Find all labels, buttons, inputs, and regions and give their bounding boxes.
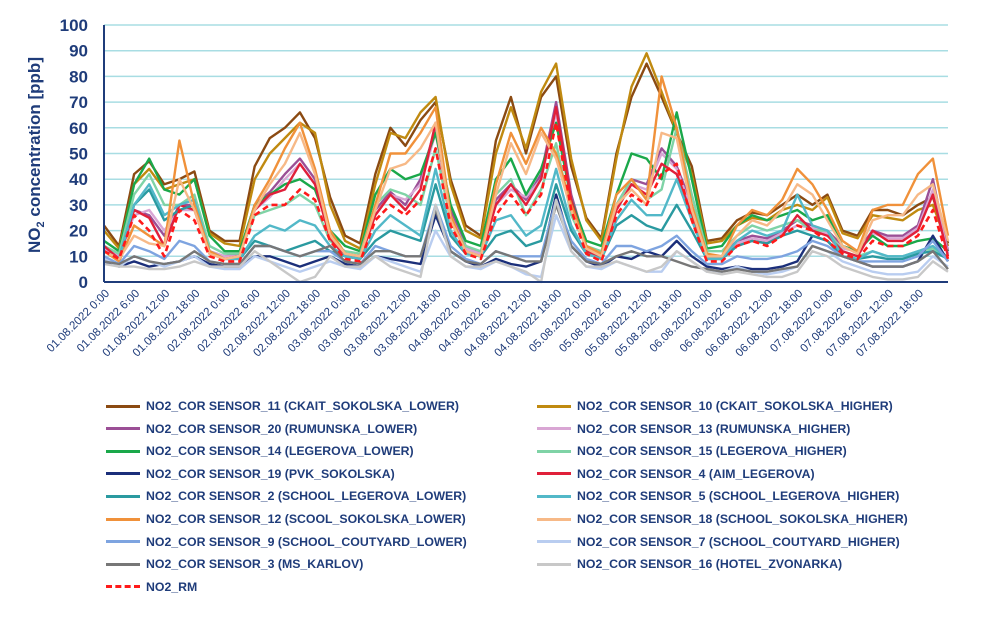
y-tick-label: 90 [69,42,88,61]
legend-label: NO2_COR SENSOR_16 (HOTEL_ZVONARKA) [577,557,843,572]
legend-item[interactable]: NO2_COR SENSOR_9 (SCHOOL_COUTYARD_LOWER) [106,532,467,552]
y-tick-label: 20 [69,222,88,241]
legend-item[interactable]: NO2_COR SENSOR_12 (SCOOL_SOKOLSKA_LOWER) [106,509,466,529]
y-tick-label: 30 [69,196,88,215]
y-axis-label-main: NO [25,227,44,253]
legend-label: NO2_COR SENSOR_5 (SCHOOL_LEGEROVA_HIGHER… [577,489,900,504]
legend-swatch [106,449,140,453]
legend-item[interactable]: NO2_COR SENSOR_14 (LEGEROVA_LOWER) [106,441,414,461]
legend-swatch [106,562,140,566]
legend-swatch [537,427,571,431]
legend-swatch [537,562,571,566]
legend-swatch [106,472,140,476]
legend-item[interactable]: NO2_COR SENSOR_2 (SCHOOL_LEGEROVA_LOWER) [106,486,466,506]
y-axis-label-rest: concentration [ppb] [25,57,44,221]
legend-label: NO2_COR SENSOR_13 (RUMUNSKA_HIGHER) [577,421,851,436]
series-line-1 [103,52,950,250]
legend-swatch [537,449,571,453]
y-tick-label: 0 [79,273,88,292]
legend-label: NO2_COR SENSOR_18 (SCHOOL_SOKOLSKA_HIGHE… [577,512,908,526]
legend-label: NO2_COR SENSOR_14 (LEGEROVA_LOWER) [146,444,414,459]
gridlines [104,24,948,258]
legend-item[interactable]: NO2_RM [106,577,197,597]
legend-item[interactable]: NO2_COR SENSOR_10 (CKAIT_SOKOLSKA_HIGHER… [537,396,893,416]
legend-item[interactable]: NO2_COR SENSOR_19 (PVK_SOKOLSKA) [106,464,395,484]
y-axis-label: NO2 concentration [ppb] [25,57,47,253]
series-lines [103,52,950,284]
legend-label: NO2_RM [146,579,198,594]
legend-swatch [106,427,140,431]
y-tick-label: 50 [69,145,88,164]
legend-label: NO2_COR SENSOR_11 (CKAIT_SOKOLSKA_LOWER) [146,399,459,413]
legend-item[interactable]: NO2_COR SENSOR_15 (LEGEROVA_HIGHER) [537,441,847,461]
series-line-14 [103,203,949,273]
series-line-9 [103,167,949,261]
legend-item[interactable]: NO2_COR SENSOR_16 (HOTEL_ZVONARKA) [537,554,842,574]
legend-swatch [537,540,571,544]
legend-item[interactable]: NO2_COR SENSOR_11 (CKAIT_SOKOLSKA_LOWER) [106,396,459,416]
y-axis-label-subscript: 2 [35,221,47,227]
series-line-16 [103,121,950,263]
chart: 0 10 20 30 40 50 60 70 80 90 100 NO2 concentration… [25,16,950,360]
legend-label: NO2_COR SENSOR_2 (SCHOOL_LEGEROVA_LOWER) [146,489,467,504]
legend-label: NO2_COR SENSOR_7 (SCHOOL_COUTYARD_HIGHER… [577,534,900,549]
legend-swatch [106,585,140,589]
legend-swatch [537,517,571,521]
legend-swatch [537,472,571,476]
legend-label: NO2_COR SENSOR_15 (LEGEROVA_HIGHER) [577,444,847,459]
legend-label: NO2_COR SENSOR_12 (SCOOL_SOKOLSKA_LOWER) [146,512,466,526]
legend-label: NO2_COR SENSOR_20 (RUMUNSKA_LOWER) [146,421,418,436]
legend-item[interactable]: NO2_COR SENSOR_13 (RUMUNSKA_HIGHER) [537,419,850,439]
y-tick-label: 100 [60,16,88,35]
legend-swatch [106,404,140,408]
legend-swatch [537,404,571,408]
legend-swatch [106,540,140,544]
legend-label: NO2_COR SENSOR_3 (MS_KARLOV) [146,557,364,572]
series-line-15 [103,198,949,284]
legend-item[interactable]: NO2_COR SENSOR_3 (MS_KARLOV) [106,554,363,574]
legend-item[interactable]: NO2_COR SENSOR_5 (SCHOOL_LEGEROVA_HIGHER… [537,486,899,506]
series-line-0 [103,62,950,248]
y-tick-label: 40 [69,170,88,189]
y-axis-ticks: 0 10 20 30 40 50 60 70 80 90 100 [60,16,88,292]
legend-swatch [106,494,140,498]
series-line-11 [103,121,950,261]
legend-label: NO2_COR SENSOR_9 (SCHOOL_COUTYARD_LOWER) [146,534,467,549]
legend-item[interactable]: NO2_COR SENSOR_20 (RUMUNSKA_LOWER) [106,419,417,439]
y-tick-label: 60 [69,119,88,138]
legend-label: NO2_COR SENSOR_19 (PVK_SOKOLSKA) [146,466,395,481]
legend-item[interactable]: NO2_COR SENSOR_18 (SCHOOL_SOKOLSKA_HIGHE… [537,509,908,529]
legend-swatch [106,517,140,521]
legend-item[interactable]: NO2_COR SENSOR_7 (SCHOOL_COUTYARD_HIGHER… [537,532,900,552]
legend-swatch [537,494,571,498]
legend-label: NO2_COR SENSOR_4 (AIM_LEGEROVA) [577,466,815,481]
legend-label: NO2_COR SENSOR_10 (CKAIT_SOKOLSKA_HIGHER… [577,399,893,413]
y-tick-label: 80 [69,67,88,86]
y-tick-label: 70 [69,93,88,112]
y-tick-label: 10 [69,247,88,266]
legend-item[interactable]: NO2_COR SENSOR_4 (AIM_LEGEROVA) [537,464,815,484]
